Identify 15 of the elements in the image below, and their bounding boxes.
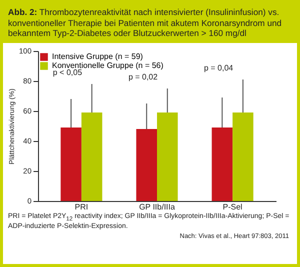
bar bbox=[232, 112, 254, 200]
bar bbox=[212, 127, 233, 200]
legend-label: Konventionelle Gruppe (n = 56) bbox=[52, 60, 164, 70]
x-tick-label: GP IIb/IIIa bbox=[139, 202, 176, 211]
x-tick-label: PRI bbox=[74, 202, 88, 211]
chart-title: Abb. 2: Thrombozytenreaktivität nach intensivierter (Insulininfusion) vs. konventioneller Therapie bei Patienten mit akutem Koronarsyndrom und bekanntem Typ-2-Diabetes oder Blutzuckerwerten > 160 mg/dl bbox=[3, 3, 297, 42]
bar bbox=[157, 112, 178, 200]
annotation: p = 0,04 bbox=[204, 63, 234, 72]
legend-label: Intensive Gruppe (n = 59) bbox=[52, 52, 144, 60]
bar bbox=[60, 127, 82, 200]
bar bbox=[136, 128, 157, 200]
x-tick-label: P-Sel bbox=[222, 202, 243, 211]
annotation: p = 0,02 bbox=[128, 72, 158, 81]
bar bbox=[81, 112, 102, 200]
annotation: p < 0,05 bbox=[52, 68, 83, 76]
